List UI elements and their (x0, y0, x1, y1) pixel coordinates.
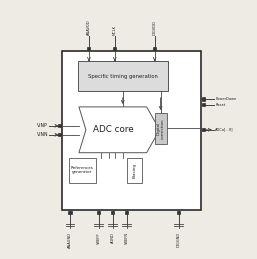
Bar (111, 211, 114, 214)
Bar (155, 113, 167, 144)
Text: AGND: AGND (111, 232, 115, 243)
Text: Digital
correction: Digital correction (156, 118, 165, 139)
Text: VREFP: VREFP (97, 232, 101, 244)
Bar (127, 158, 142, 183)
Bar (202, 97, 205, 100)
Text: ADC core: ADC core (94, 125, 134, 134)
Bar (202, 103, 205, 106)
Bar (87, 47, 90, 50)
Text: ADCo[...9]: ADCo[...9] (215, 128, 234, 132)
Text: DIGVDD: DIGVDD (153, 20, 157, 35)
Text: Specific timing generation: Specific timing generation (88, 74, 158, 78)
Bar (68, 211, 71, 214)
Text: MCLK: MCLK (113, 25, 117, 35)
Text: Reset: Reset (215, 103, 226, 107)
Text: Biasing: Biasing (132, 163, 136, 178)
Text: DIGGND: DIGGND (177, 232, 180, 248)
Bar (113, 47, 116, 50)
Text: References
generator: References generator (71, 166, 94, 174)
Bar (69, 158, 96, 183)
Bar (153, 47, 156, 50)
Text: ANAGND: ANAGND (68, 232, 72, 248)
Bar (177, 211, 180, 214)
Bar (62, 51, 201, 211)
Bar (58, 133, 61, 136)
Text: VINP: VINP (37, 123, 48, 128)
Bar (202, 128, 205, 131)
Polygon shape (79, 107, 160, 153)
Text: PowerDown: PowerDown (215, 97, 237, 101)
Bar (97, 211, 100, 214)
Bar (58, 124, 61, 127)
Text: ANAVDD: ANAVDD (87, 20, 91, 35)
Text: VINN: VINN (36, 132, 48, 137)
Bar (78, 61, 168, 91)
Text: VREFN: VREFN (125, 232, 129, 244)
Bar (125, 211, 128, 214)
